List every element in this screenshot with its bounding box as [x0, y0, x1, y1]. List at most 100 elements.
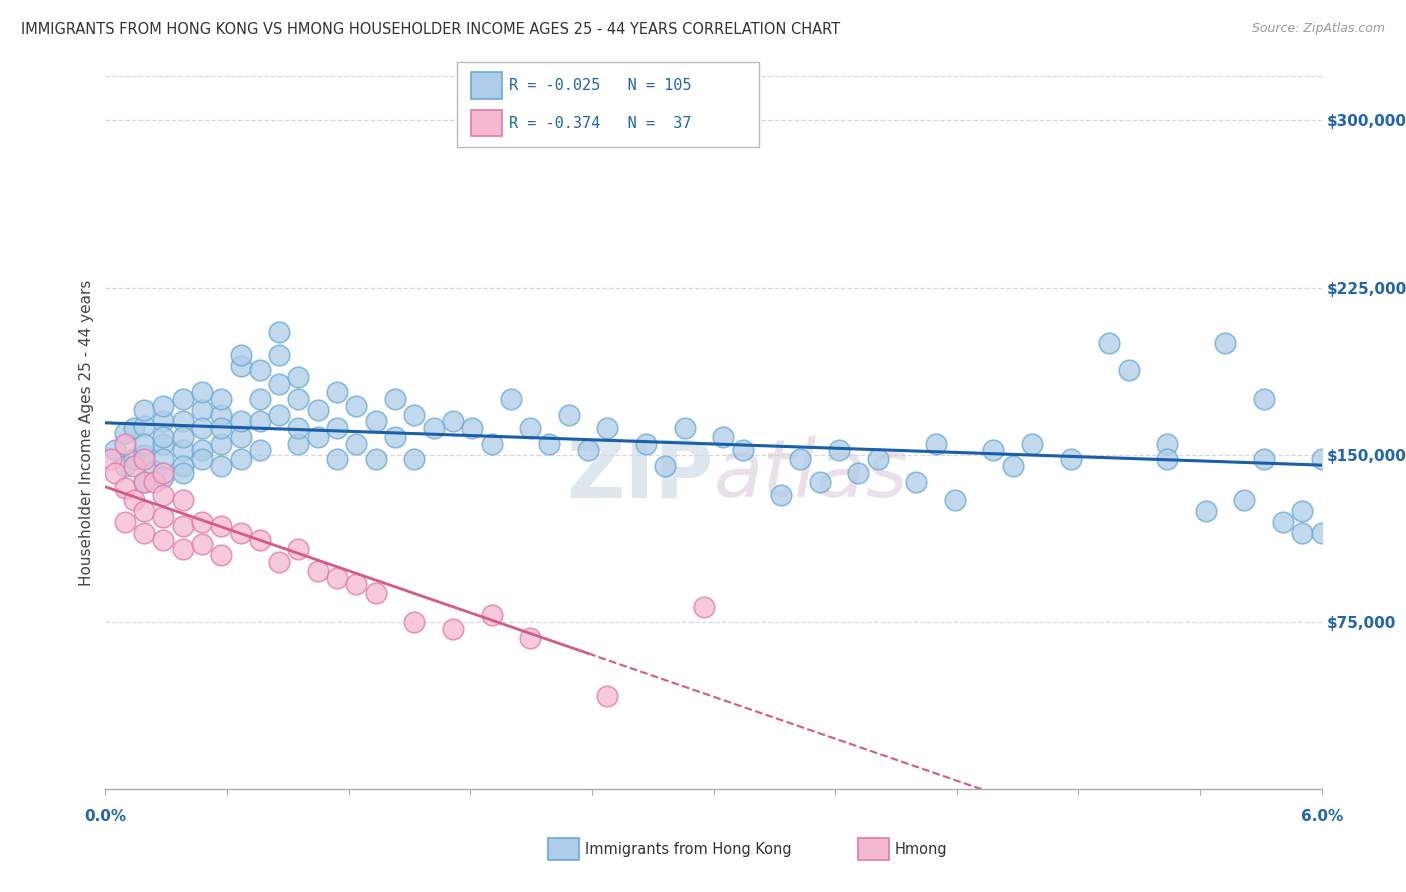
Point	[114, 425, 136, 440]
Point	[172, 392, 194, 407]
Text: 0.0%: 0.0%	[84, 809, 127, 823]
Point	[731, 443, 754, 458]
Point	[152, 466, 174, 480]
Point	[132, 475, 155, 489]
Point	[693, 599, 716, 614]
Point	[209, 548, 232, 563]
Text: Source: ZipAtlas.com: Source: ZipAtlas.com	[1251, 22, 1385, 36]
Point	[172, 458, 194, 473]
Point	[364, 452, 387, 467]
Point	[269, 376, 291, 391]
Point	[132, 448, 155, 462]
Point	[1098, 336, 1121, 351]
Point	[229, 359, 252, 373]
Point	[229, 452, 252, 467]
Point	[1253, 452, 1275, 467]
Point	[104, 443, 127, 458]
Point	[142, 475, 165, 489]
Point	[673, 421, 696, 435]
Point	[152, 430, 174, 444]
Point	[287, 436, 309, 450]
Point	[132, 403, 155, 417]
Point	[132, 452, 155, 467]
Point	[249, 392, 271, 407]
Point	[249, 414, 271, 428]
Point	[307, 564, 329, 578]
Point	[983, 443, 1005, 458]
Point	[249, 363, 271, 377]
Point	[422, 421, 444, 435]
Point	[249, 533, 271, 547]
Point	[172, 492, 194, 507]
Point	[1195, 503, 1218, 517]
Point	[124, 452, 146, 467]
Point	[132, 503, 155, 517]
Point	[229, 347, 252, 362]
Point	[191, 515, 214, 529]
Point	[384, 430, 406, 444]
Point	[1310, 452, 1333, 467]
Point	[1310, 525, 1333, 540]
Point	[172, 466, 194, 480]
Text: R = -0.374   N =  37: R = -0.374 N = 37	[509, 116, 692, 130]
Point	[209, 458, 232, 473]
Point	[249, 443, 271, 458]
Point	[132, 525, 155, 540]
Point	[124, 421, 146, 435]
Point	[191, 385, 214, 400]
Point	[269, 325, 291, 339]
Point	[1156, 436, 1178, 450]
Point	[172, 414, 194, 428]
Point	[114, 436, 136, 450]
Point	[269, 408, 291, 422]
Point	[152, 470, 174, 484]
Point	[866, 452, 889, 467]
Point	[404, 615, 426, 630]
Point	[364, 586, 387, 600]
Point	[191, 403, 214, 417]
Point	[142, 464, 165, 478]
Point	[209, 436, 232, 450]
Point	[404, 408, 426, 422]
Point	[132, 436, 155, 450]
Point	[191, 537, 214, 551]
Point	[326, 452, 349, 467]
Point	[634, 436, 657, 450]
Y-axis label: Householder Income Ages 25 - 44 years: Householder Income Ages 25 - 44 years	[79, 279, 94, 586]
Point	[124, 458, 146, 473]
Point	[229, 430, 252, 444]
Point	[172, 430, 194, 444]
Point	[1291, 503, 1313, 517]
Point	[172, 443, 194, 458]
Point	[596, 421, 619, 435]
Point	[441, 414, 464, 428]
Point	[307, 403, 329, 417]
Point	[384, 392, 406, 407]
Text: 6.0%: 6.0%	[1301, 809, 1343, 823]
Point	[132, 475, 155, 489]
Point	[326, 421, 349, 435]
Point	[1118, 363, 1140, 377]
Point	[461, 421, 484, 435]
Point	[499, 392, 522, 407]
Point	[191, 452, 214, 467]
Point	[269, 555, 291, 569]
Point	[1233, 492, 1256, 507]
Point	[152, 414, 174, 428]
Point	[441, 622, 464, 636]
Point	[364, 414, 387, 428]
Point	[287, 369, 309, 384]
Point	[104, 466, 127, 480]
Point	[519, 631, 541, 645]
Point	[344, 436, 367, 450]
Point	[808, 475, 831, 489]
Point	[172, 519, 194, 533]
Point	[1213, 336, 1236, 351]
Text: Hmong: Hmong	[894, 842, 946, 856]
Point	[1272, 515, 1295, 529]
Point	[1021, 436, 1043, 450]
Point	[711, 430, 734, 444]
Point	[191, 421, 214, 435]
Text: IMMIGRANTS FROM HONG KONG VS HMONG HOUSEHOLDER INCOME AGES 25 - 44 YEARS CORRELA: IMMIGRANTS FROM HONG KONG VS HMONG HOUSE…	[21, 22, 841, 37]
Point	[152, 510, 174, 524]
